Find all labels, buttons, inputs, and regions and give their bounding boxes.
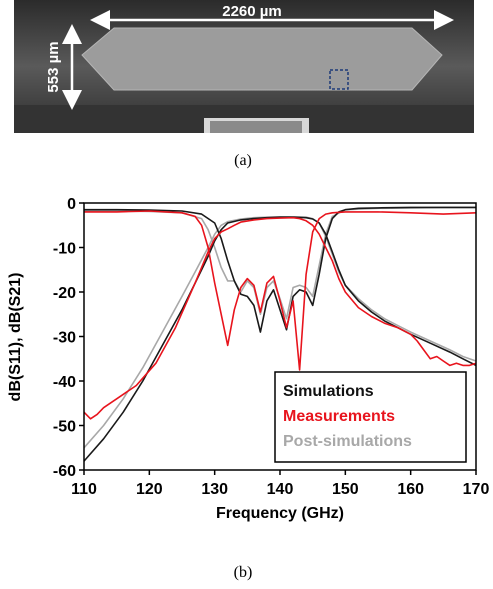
caption-a: (a): [234, 152, 252, 169]
simulations-s11-line: [84, 206, 476, 333]
y-tick-label: -10: [53, 241, 76, 258]
y-tick-label: -30: [53, 330, 76, 347]
y-tick-label: -40: [53, 374, 76, 391]
measurements-s11-line: [84, 210, 477, 371]
x-tick-label: 170: [463, 481, 490, 498]
x-tick-label: 140: [267, 481, 294, 498]
plot-area: [83, 206, 477, 462]
legend-box: [274, 371, 467, 463]
x-tick-label: 160: [397, 481, 424, 498]
chip-micrograph: 2260 µm 553 µm: [14, 0, 474, 133]
y-tick-label: -20: [53, 285, 76, 302]
x-tick-label: 110: [71, 481, 97, 498]
legend-post-simulations: Post-simulations: [283, 433, 412, 450]
x-axis: 110 120 130 140 150 160 170: [71, 470, 489, 498]
zoom-box: [329, 69, 349, 90]
y-tick-label: -50: [53, 419, 76, 436]
y-tick-label: -60: [53, 463, 76, 480]
y-tick-label: 0: [67, 196, 76, 213]
height-label: 553 µm: [45, 41, 62, 92]
x-tick-label: 130: [201, 481, 228, 498]
x-tick-label: 150: [332, 481, 359, 498]
legend-measurements: Measurements: [283, 408, 395, 425]
x-tick-label: 120: [136, 481, 163, 498]
x-axis-title: Frequency (GHz): [216, 505, 344, 522]
y-axis: 0 -10 -20 -30 -40 -50 -60: [53, 196, 84, 480]
y-axis-title: dB(S11), dB(S21): [7, 273, 24, 402]
width-label: 2260 µm: [222, 3, 282, 20]
legend-simulations: Simulations: [283, 383, 374, 400]
measurements-s21-line: [83, 216, 477, 420]
legend: Simulations Measurements Post-simulation…: [274, 371, 467, 463]
s-parameter-chart: 110 120 130 140 150 160 170 0 -10 -20 -30 -40 -50 -6…: [7, 196, 489, 522]
caption-b: (b): [233, 564, 253, 581]
